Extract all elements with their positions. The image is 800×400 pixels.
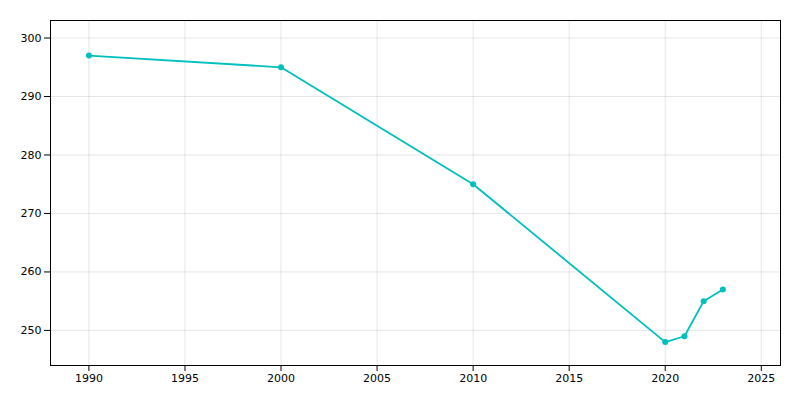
svg-text:2005: 2005 (363, 372, 391, 385)
svg-text:1995: 1995 (171, 372, 199, 385)
svg-text:2025: 2025 (747, 372, 775, 385)
svg-text:280: 280 (21, 149, 42, 162)
svg-text:1990: 1990 (75, 372, 103, 385)
svg-text:270: 270 (21, 207, 42, 220)
svg-text:2000: 2000 (267, 372, 295, 385)
svg-text:290: 290 (21, 90, 42, 103)
svg-text:300: 300 (21, 32, 42, 45)
svg-text:250: 250 (21, 324, 42, 337)
svg-text:2010: 2010 (459, 372, 487, 385)
svg-text:2020: 2020 (651, 372, 679, 385)
svg-text:260: 260 (21, 265, 42, 278)
svg-text:2015: 2015 (555, 372, 583, 385)
